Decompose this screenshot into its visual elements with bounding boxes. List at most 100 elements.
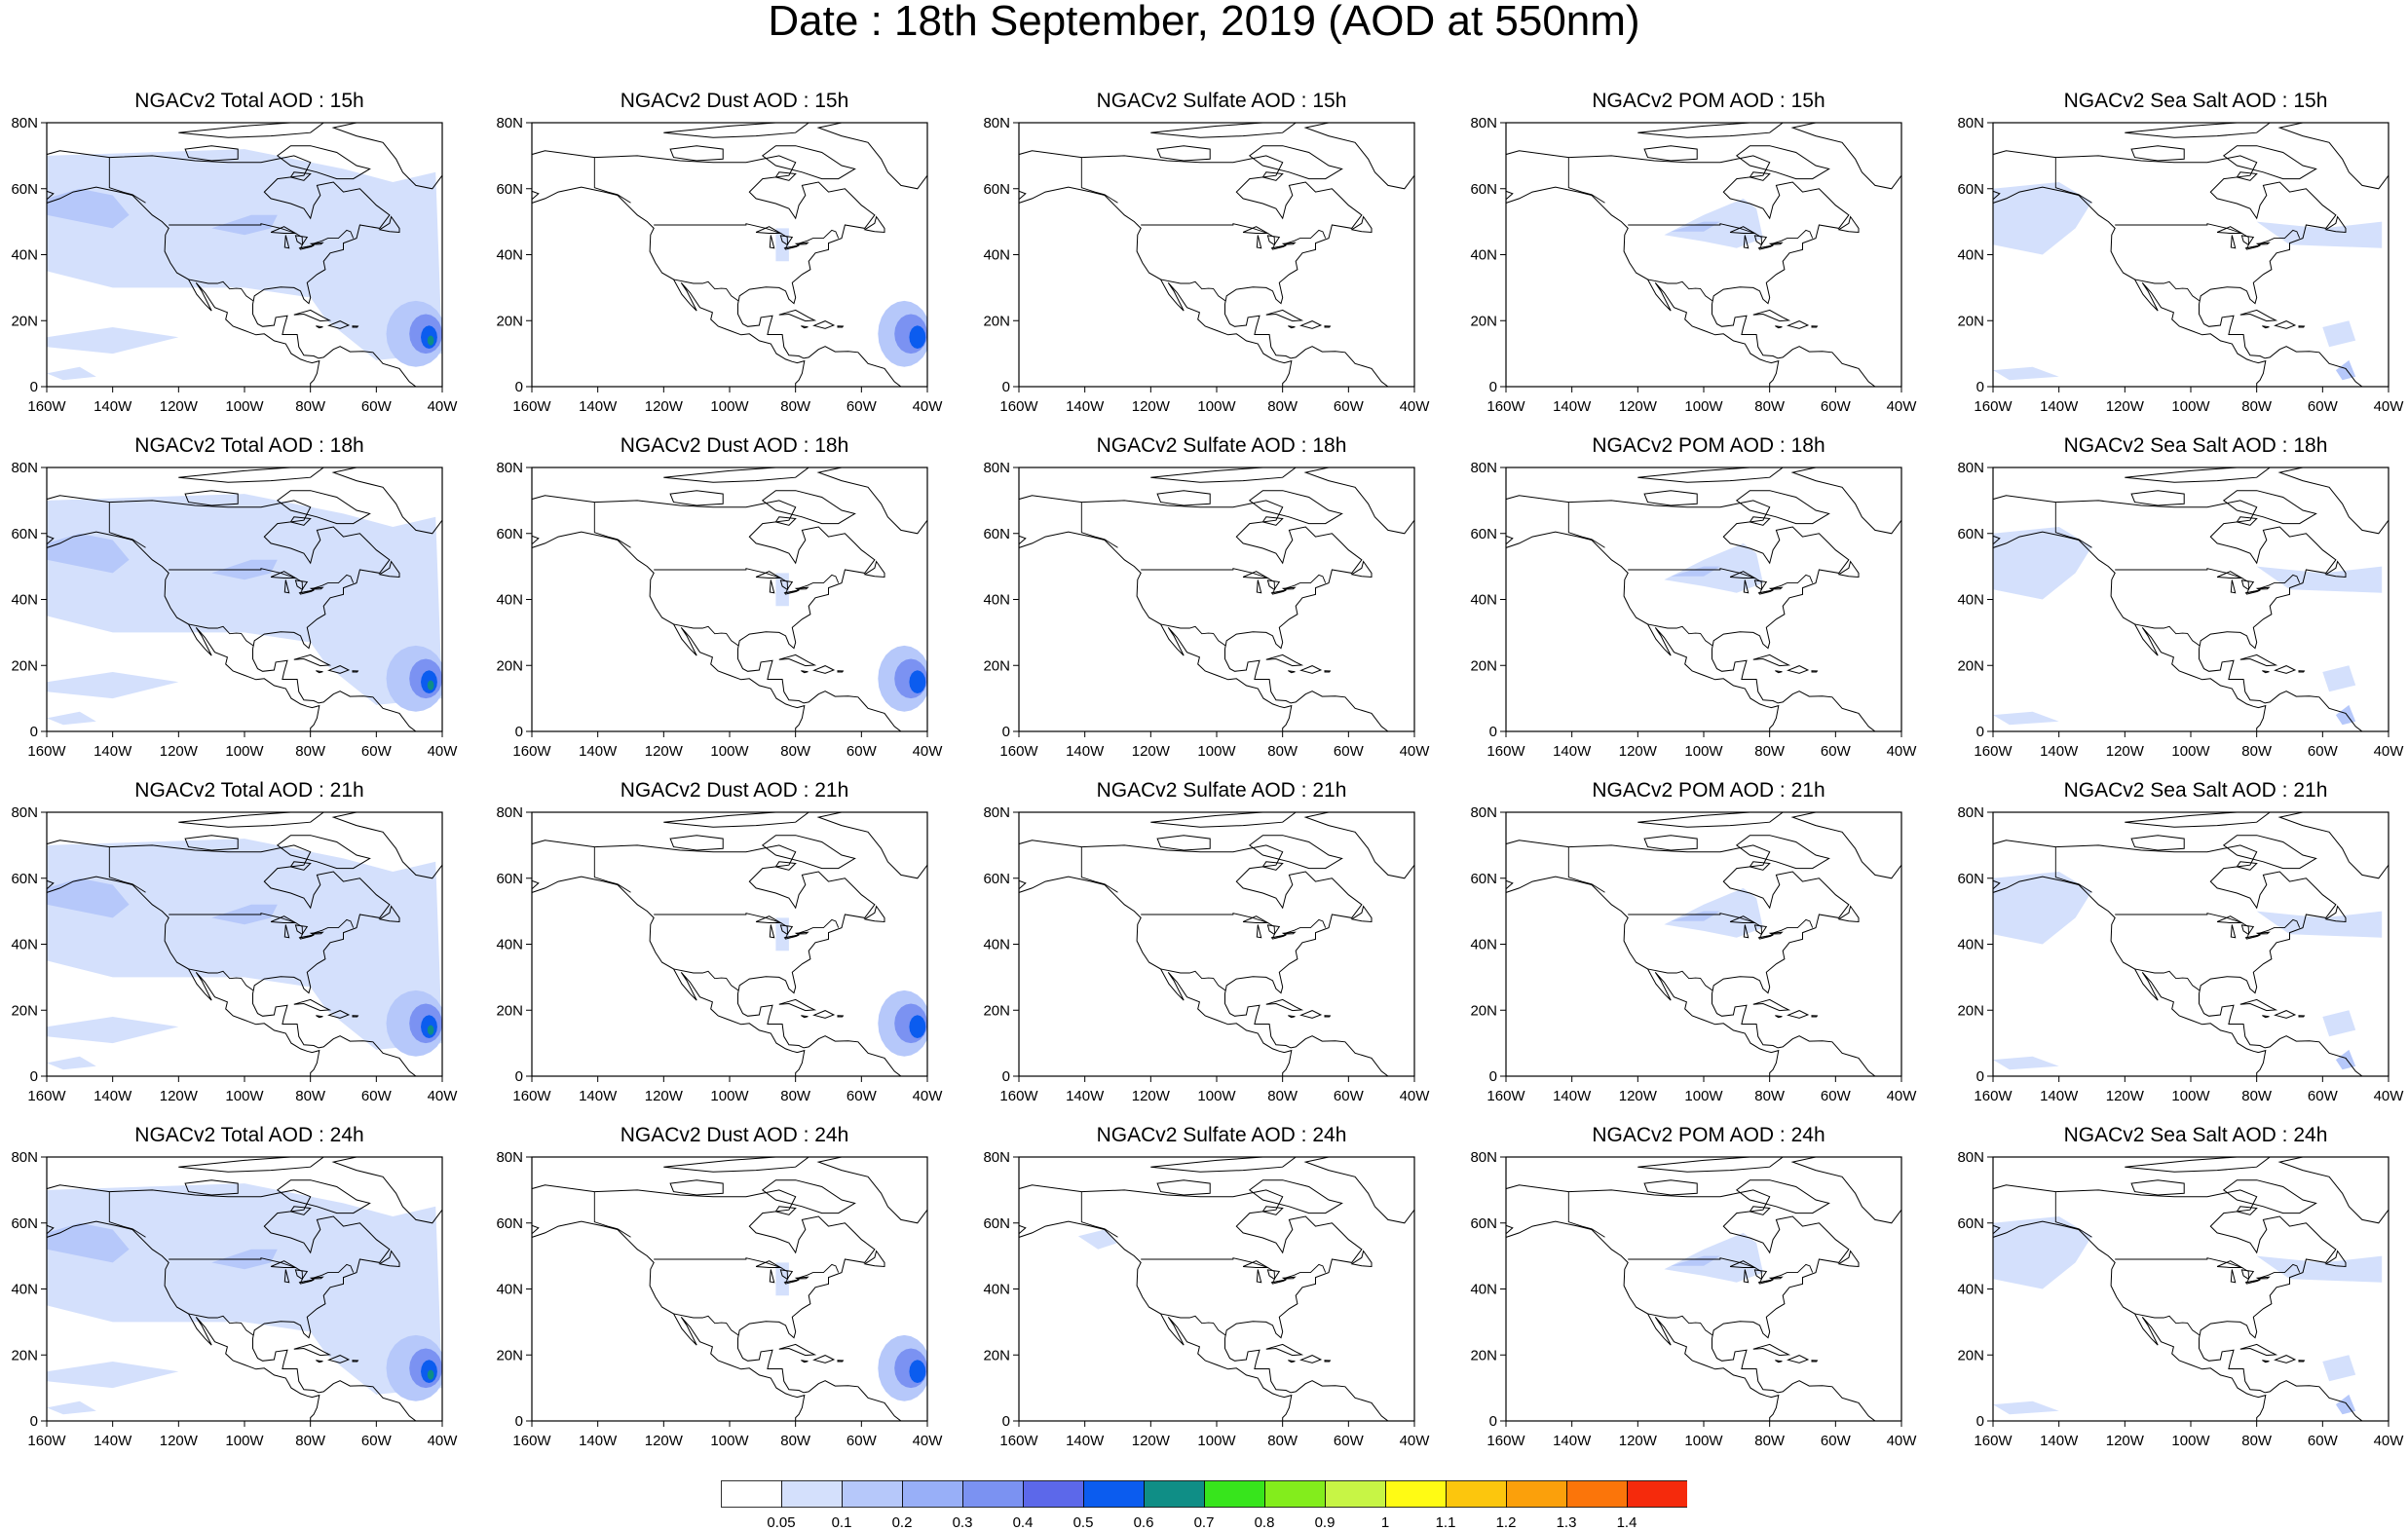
panel-title: NGACv2 Dust AOD : 15h xyxy=(620,90,849,112)
political-border xyxy=(593,157,631,204)
coastline-outline xyxy=(1637,467,1785,483)
lon-tick-label: 80W xyxy=(2241,743,2273,760)
aod-shading xyxy=(1993,1216,2383,1415)
coastline-outline xyxy=(1156,1179,1211,1196)
aod-contour-fill xyxy=(47,1400,96,1415)
colorbar-swatch xyxy=(721,1480,782,1508)
coastline-outline xyxy=(178,1157,325,1173)
lon-tick-label: 160W xyxy=(1486,743,1525,760)
lon-tick-label: 40W xyxy=(1400,1433,1431,1449)
lat-tick-label: 80N xyxy=(1957,1151,1984,1166)
lon-tick-label: 40W xyxy=(2374,398,2405,415)
coastline-outline xyxy=(2130,835,2185,851)
lon-tick-label: 120W xyxy=(2106,398,2145,415)
map-panel-total-row-4: NGACv2 Total AOD : 24h 0 20N 40N 60N 80N 160W 1… xyxy=(6,1124,493,1460)
coastline-outline xyxy=(801,670,809,674)
map-plot: 0 20N 40N 60N 80N 160W 140W 120W 100W 80W 60W 40W xyxy=(1957,1151,2404,1449)
coastline-outline xyxy=(1643,835,1698,851)
aod-contour-fill xyxy=(47,839,442,1050)
coastline-outline xyxy=(1837,560,1860,579)
lon-tick-label: 140W xyxy=(2040,398,2079,415)
colorbar-label: 0.05 xyxy=(767,1514,795,1531)
coastline-outline xyxy=(532,840,902,1076)
political-border xyxy=(673,968,739,991)
political-border xyxy=(2054,846,2092,893)
aod-contour-fill xyxy=(2322,1010,2356,1037)
coastline-outline xyxy=(1150,1157,1298,1173)
political-border xyxy=(1141,568,1327,594)
coastline-outline xyxy=(47,1184,417,1421)
map-content xyxy=(1506,1157,1901,1421)
map-plot: 0 20N 40N 60N 80N 160W 140W 120W 100W 80W 60W 40W xyxy=(496,1151,943,1449)
lat-tick-label: 80N xyxy=(983,1151,1010,1166)
coastline-outline xyxy=(663,123,810,138)
coastlines xyxy=(1019,123,1414,387)
coastline-outline xyxy=(289,861,312,871)
coastline-outline xyxy=(2230,924,2237,939)
coastline-outline xyxy=(2230,235,2237,249)
lon-tick-label: 120W xyxy=(160,743,199,760)
map-plot: 0 20N 40N 60N 80N 160W 140W 120W 100W 80W 60W 40W xyxy=(1957,806,2404,1104)
lon-tick-label: 100W xyxy=(2171,398,2210,415)
lon-tick-label: 80W xyxy=(780,398,811,415)
coastline-outline xyxy=(837,1360,845,1363)
lat-tick-label: 60N xyxy=(11,181,38,198)
coastline-outline xyxy=(863,215,885,234)
lon-tick-label: 80W xyxy=(2241,398,2273,415)
coastline-outline xyxy=(812,1010,836,1019)
aod-contour-fill xyxy=(2322,320,2356,348)
coastline-outline xyxy=(1506,150,1876,387)
aod-contour-fill xyxy=(47,366,96,381)
lon-tick-label: 80W xyxy=(780,1433,811,1449)
political-border xyxy=(1080,1191,1118,1238)
political-border xyxy=(2115,568,2301,594)
map-plot: 0 20N 40N 60N 80N 160W 140W 120W 100W 80W 60W 40W xyxy=(1957,462,2405,760)
lat-tick-label: 0 xyxy=(515,379,523,395)
coastlines xyxy=(532,812,927,1076)
coastline-outline xyxy=(2255,1276,2271,1280)
panel-title: NGACv2 Sea Salt AOD : 24h xyxy=(2063,1124,2328,1146)
map-content xyxy=(1019,123,1414,387)
map-panel-sulfate-row-4: NGACv2 Sulfate AOD : 24h 0 20N 40N 60N 80N 160… xyxy=(978,1124,1465,1460)
political-border xyxy=(1141,223,1327,249)
aod-shading xyxy=(47,494,442,726)
lat-tick-label: 20N xyxy=(496,313,523,329)
coastline-outline xyxy=(1735,490,1830,525)
map-panel-pom-row-3: NGACv2 POM AOD : 21h 0 20N 40N 60N 80N 160W 140… xyxy=(1465,779,1952,1115)
lon-tick-label: 80W xyxy=(1754,398,1786,415)
coastline-outline xyxy=(2277,467,2389,535)
lat-tick-label: 40N xyxy=(1957,1282,1984,1298)
coastline-outline xyxy=(837,325,845,328)
lat-tick-label: 0 xyxy=(1002,724,1010,740)
lon-tick-label: 100W xyxy=(1684,743,1723,760)
political-border xyxy=(2115,1257,2301,1284)
lon-tick-label: 160W xyxy=(999,1433,1038,1449)
lon-tick-label: 140W xyxy=(1066,1433,1105,1449)
colorbar-label: 0.9 xyxy=(1315,1514,1336,1531)
coastline-outline xyxy=(2298,1360,2306,1363)
political-border xyxy=(169,223,355,249)
lon-tick-label: 160W xyxy=(512,398,551,415)
aod-contour-fill xyxy=(47,188,130,229)
coastline-outline xyxy=(769,235,775,249)
coastline-outline xyxy=(1637,123,1785,138)
political-border xyxy=(1628,913,1814,939)
coastline-outline xyxy=(2274,1355,2297,1363)
map-plot: 0 20N 40N 60N 80N 160W 140W 120W 100W 80W 60W 40W xyxy=(1470,1151,1917,1449)
coastline-outline xyxy=(2277,812,2389,879)
lat-tick-label: 20N xyxy=(983,313,1010,329)
map-content xyxy=(1019,467,1414,731)
lat-tick-label: 80N xyxy=(11,117,38,131)
coastline-outline xyxy=(794,1276,809,1280)
coastline-outline xyxy=(1637,1157,1785,1173)
coastline-outline xyxy=(1811,1360,1819,1363)
coastline-outline xyxy=(2298,670,2306,673)
coastline-outline xyxy=(283,1269,290,1284)
coastline-outline xyxy=(2274,1010,2297,1019)
political-border xyxy=(2134,968,2201,991)
lon-tick-label: 140W xyxy=(1553,743,1592,760)
panel-title: NGACv2 Sulfate AOD : 21h xyxy=(1096,779,1347,802)
lat-tick-label: 20N xyxy=(1470,1347,1497,1363)
coastline-outline xyxy=(812,665,836,674)
lon-tick-label: 40W xyxy=(2374,743,2405,760)
